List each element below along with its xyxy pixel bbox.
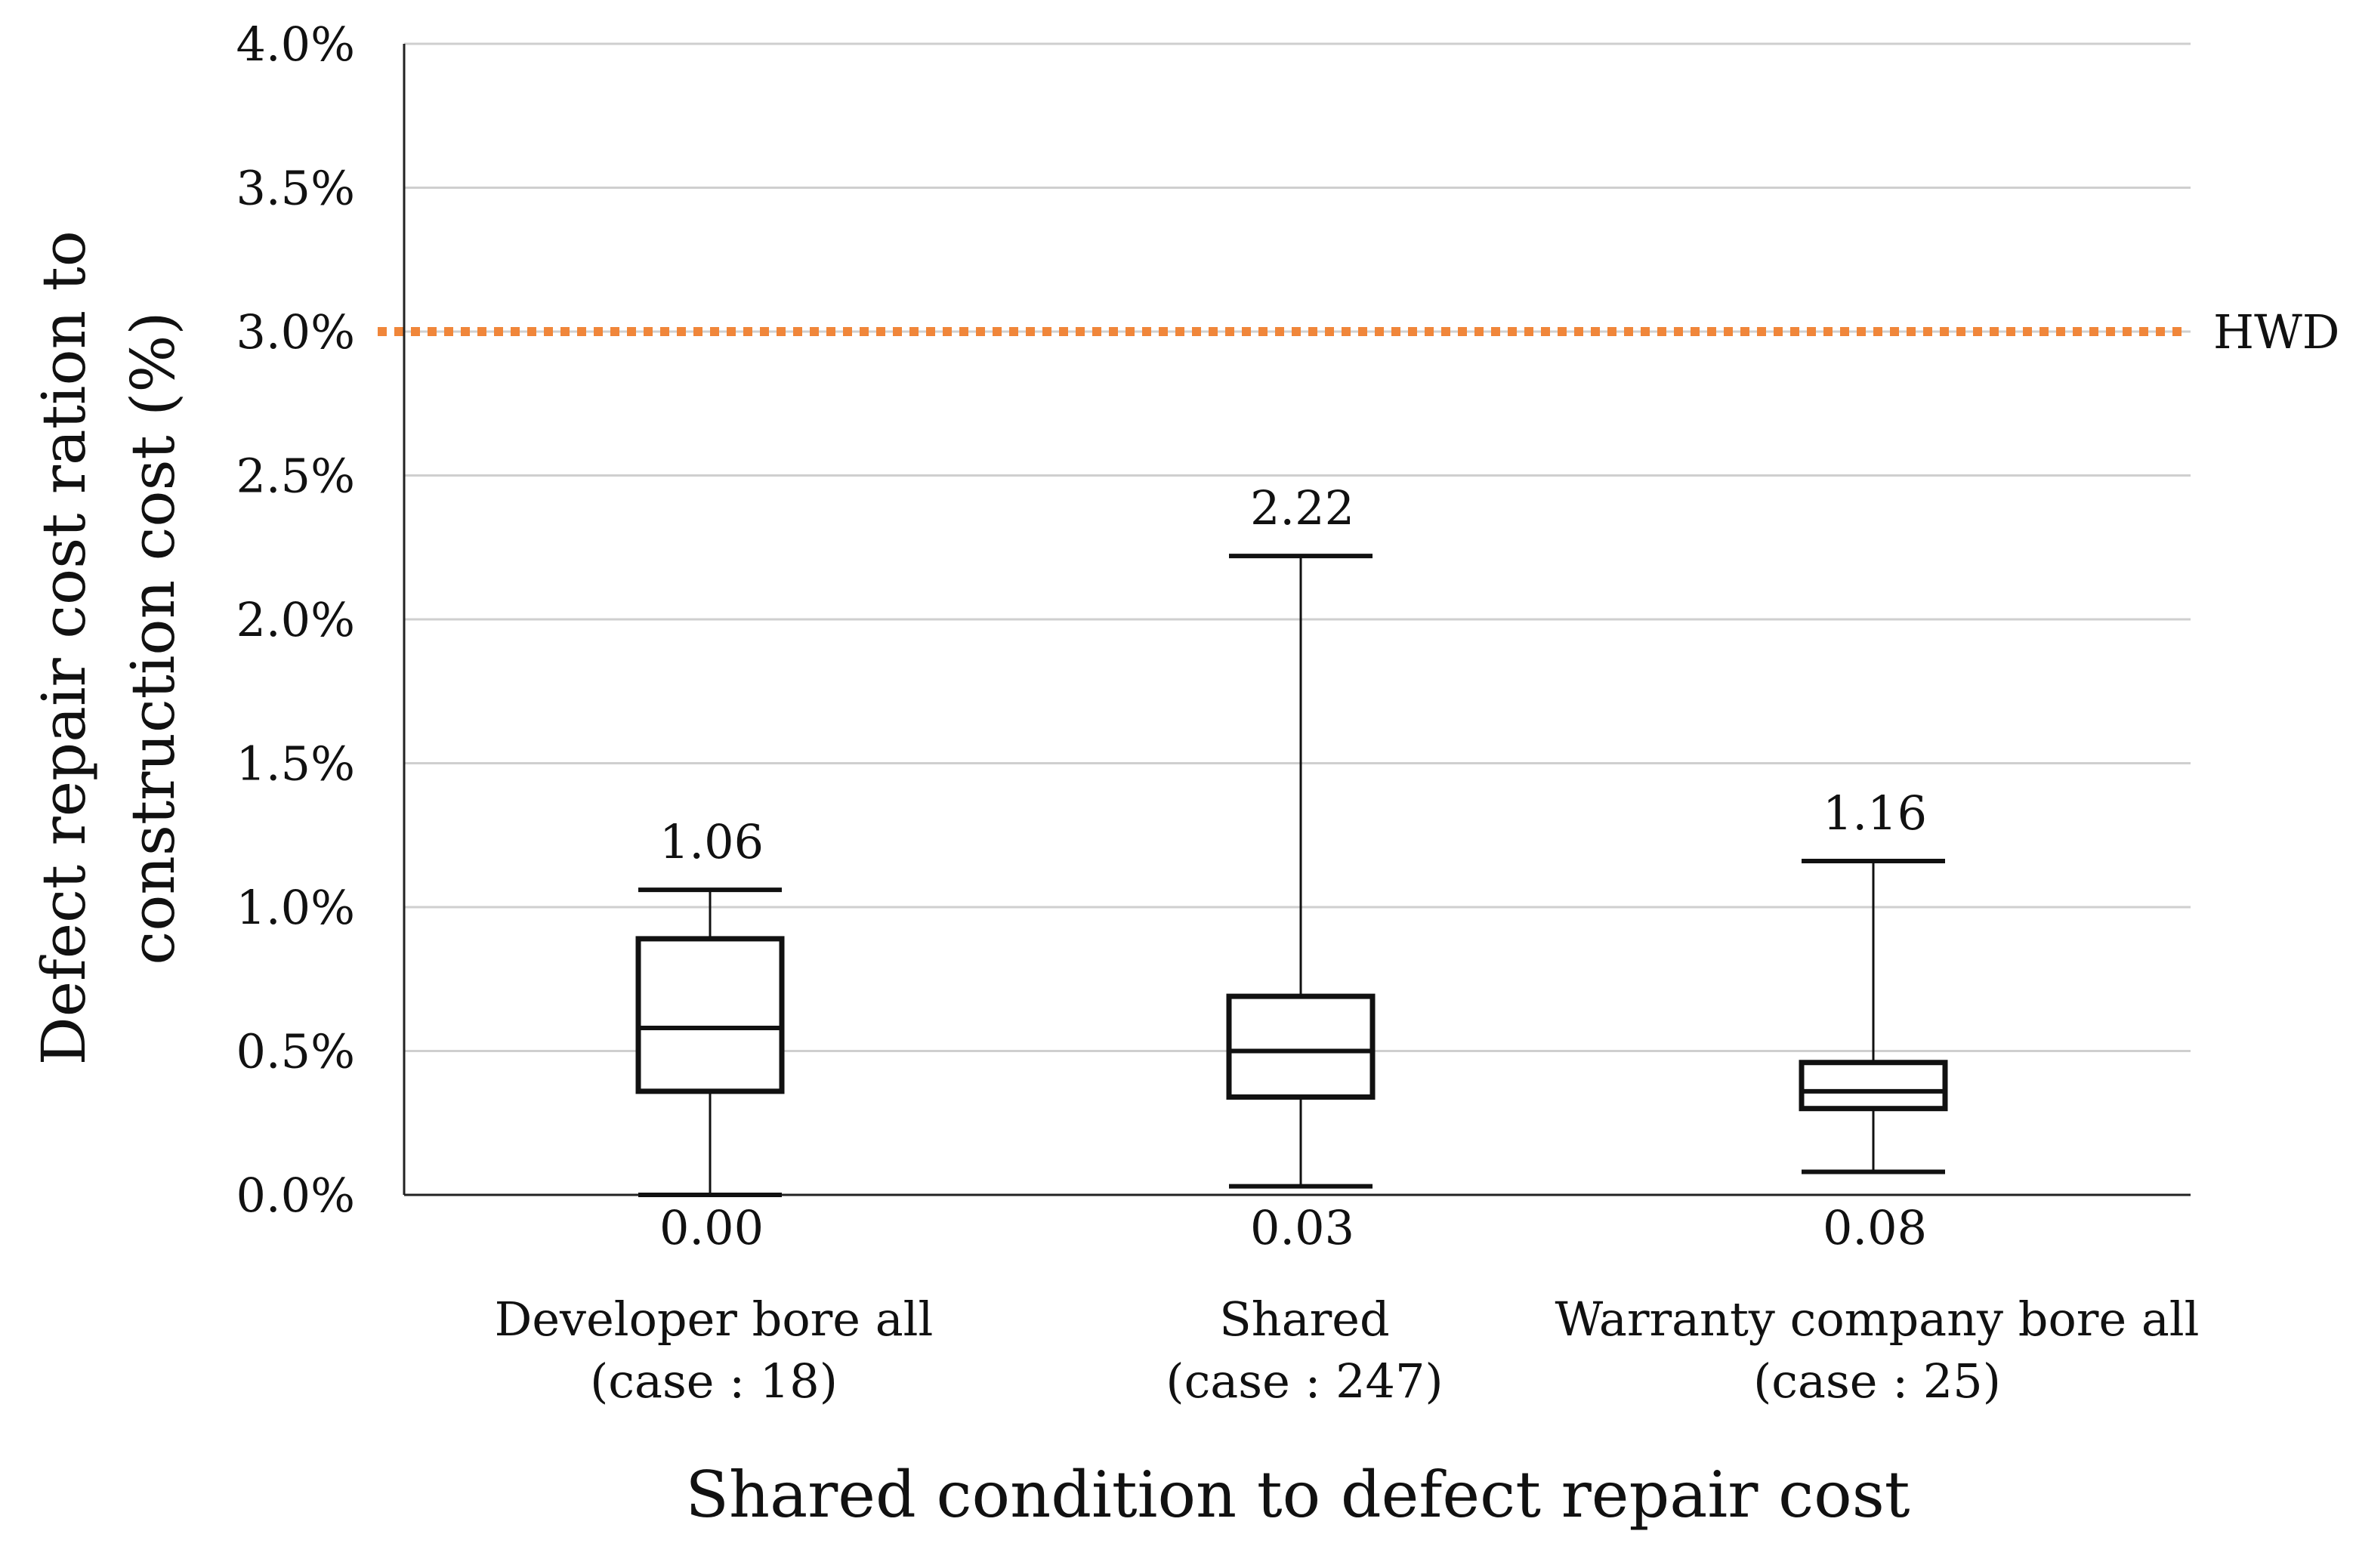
y-axis-label-line-2: construction cost (%) [118, 311, 188, 965]
y-tick-label: 0.5% [236, 1024, 355, 1079]
y-tick-label: 1.0% [236, 880, 355, 935]
y-tick-label: 2.0% [236, 592, 355, 647]
y-tick-label: 2.5% [236, 449, 355, 504]
y-axis-label: Defect repair cost ration to constructio… [29, 211, 188, 1066]
max-value-label: 1.16 [1823, 786, 1927, 841]
hwd-reference-label: HWD [2213, 304, 2340, 360]
y-tick-label: 3.5% [236, 161, 355, 216]
box-2: 2.22 [1226, 480, 1376, 1189]
max-value-label: 2.22 [1250, 480, 1354, 536]
min-value-label: 0.08 [1823, 1200, 1927, 1255]
y-axis-label-line-1: Defect repair cost ration to [29, 230, 99, 1065]
case-count-label: (case : 25) [1753, 1353, 2001, 1409]
category-label: Developer bore all [495, 1292, 934, 1347]
category-label: Warranty company bore all [1555, 1292, 2200, 1347]
case-count-label: (case : 247) [1166, 1353, 1443, 1409]
iqr-box [1799, 1060, 1948, 1112]
gridlines [404, 42, 2191, 1052]
iqr-box [1226, 993, 1376, 1100]
iqr-box [635, 936, 785, 1094]
category-labels: 0.00 Developer bore all (case : 18) 0.03 Sha… [495, 1200, 2200, 1409]
max-value-label: 1.06 [659, 814, 764, 869]
case-count-label: (case : 18) [590, 1353, 838, 1409]
category-label: Shared [1219, 1292, 1389, 1347]
min-value-label: 0.03 [1250, 1200, 1354, 1255]
boxes: 1.06 2.22 1.16 [635, 480, 1948, 1197]
y-tick-label: 4.0% [236, 17, 355, 72]
y-tick-label: 1.5% [236, 736, 355, 792]
min-value-label: 0.00 [659, 1200, 764, 1255]
box-3: 1.16 [1799, 786, 1948, 1174]
y-tick-label: 0.0% [236, 1168, 355, 1223]
y-tick-label: 3.0% [236, 304, 355, 360]
y-tick-labels: 0.0% 0.5% 1.0% 1.5% 2.0% 2.5% 3.0% 3.5% 4.0% [236, 17, 355, 1223]
x-axis-label: Shared condition to defect repair cost [685, 1458, 1910, 1532]
hwd-reference: HWD [378, 304, 2340, 360]
box-1: 1.06 [635, 814, 785, 1197]
